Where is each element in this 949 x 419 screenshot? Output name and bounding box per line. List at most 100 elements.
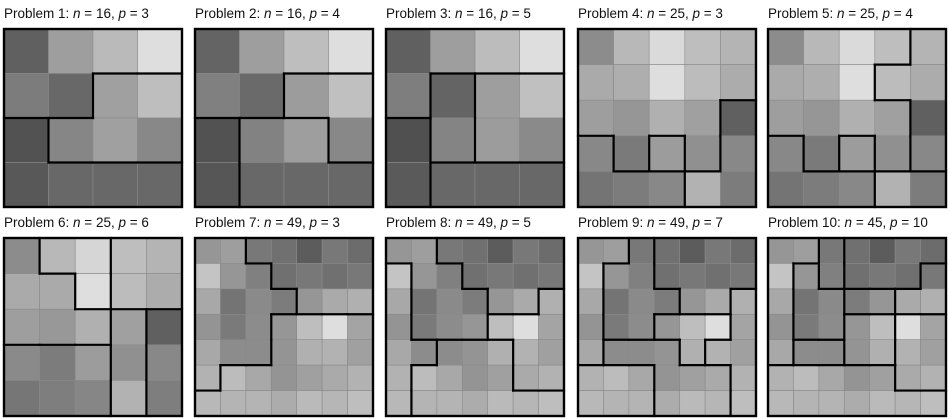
grid-cell — [613, 28, 650, 65]
n-symbol: n — [264, 6, 272, 21]
grid-cell — [436, 237, 463, 264]
grid-cell — [793, 237, 820, 264]
grid-cell — [487, 288, 514, 315]
grid-cell — [283, 73, 329, 119]
grid-cell — [653, 339, 681, 366]
grid-cell — [321, 339, 348, 366]
grid-cell — [430, 28, 476, 74]
grid-cell — [920, 313, 947, 341]
n-value: 49 — [669, 215, 685, 230]
grid-cell — [74, 344, 112, 381]
grid-cell — [538, 313, 565, 341]
grid-cell — [720, 64, 757, 101]
title-label: Problem 10: — [768, 215, 845, 230]
grid-cell — [239, 162, 285, 208]
panel-title: Problem 4: n = 25, p = 3 — [578, 6, 723, 21]
grid-cell — [245, 390, 272, 417]
panel-title: Problem 1: n = 16, p = 3 — [4, 6, 149, 21]
grid-cell — [194, 313, 221, 341]
grid-cell — [328, 73, 374, 119]
grid-cell — [220, 364, 247, 391]
grid-border — [2, 236, 184, 418]
n-value: 16 — [477, 6, 493, 21]
grid-cell — [538, 237, 565, 264]
grid-cell — [704, 263, 731, 290]
grid-cell — [910, 28, 947, 65]
grid-cell — [838, 171, 876, 208]
grid-cell — [920, 390, 947, 417]
grid-cell — [194, 364, 221, 391]
p-value: 5 — [523, 6, 531, 21]
grid-cell — [577, 171, 614, 208]
grid-cell — [803, 171, 840, 208]
p-value: 7 — [715, 215, 723, 230]
grid-cell — [869, 263, 896, 290]
grid-cell — [220, 390, 247, 417]
grid-cell — [538, 390, 565, 417]
grid-cell — [146, 380, 183, 417]
grid-cell — [653, 237, 681, 264]
grid-cell — [270, 313, 298, 341]
grid-cell — [296, 288, 323, 315]
grid-cell — [818, 237, 845, 264]
grid-cell — [684, 64, 721, 101]
grid-cell — [474, 28, 520, 74]
grid-cell — [270, 339, 298, 366]
grid-cell — [720, 135, 757, 172]
grid-cell — [843, 390, 871, 417]
grid-cell — [910, 135, 947, 172]
n-value: 45 — [867, 215, 883, 230]
grid-cell — [767, 135, 804, 172]
grid-cell — [684, 171, 721, 208]
grid-cell — [3, 273, 40, 310]
p-symbol: p — [692, 215, 700, 230]
grid-cell — [803, 28, 840, 65]
grid-cell — [653, 390, 681, 417]
grid-cell — [270, 390, 298, 417]
grid-cell — [793, 390, 820, 417]
grid-cell — [436, 288, 463, 315]
grid-cell — [39, 308, 76, 346]
grid-cell — [430, 117, 476, 163]
grid-cell — [245, 313, 272, 341]
partition-grid — [384, 236, 566, 418]
grid-cell — [538, 263, 565, 290]
grid-cell — [838, 28, 876, 65]
grid-cell — [767, 288, 794, 315]
panel-title: Problem 3: n = 16, p = 5 — [386, 6, 531, 21]
title-label: Problem 5: — [768, 6, 838, 21]
grid-cell — [385, 390, 412, 417]
grid-cell — [220, 339, 247, 366]
grid-cell — [296, 263, 323, 290]
grid-cell — [321, 288, 348, 315]
panel-title: Problem 9: n = 49, p = 7 — [578, 215, 723, 230]
grid-cell — [321, 364, 348, 391]
grid-cell — [519, 117, 565, 163]
grid-cell — [894, 313, 921, 341]
grid-cell — [577, 99, 614, 137]
grid-cell — [628, 313, 655, 341]
grid-cell — [137, 162, 183, 208]
grid-cell — [648, 64, 686, 101]
grid-cell — [653, 313, 681, 341]
p-symbol: p — [882, 6, 890, 21]
grid-cell — [869, 364, 896, 391]
grid-cell — [3, 117, 49, 163]
grid-cell — [519, 73, 565, 119]
grid-cell — [385, 313, 412, 341]
grid-cell — [411, 237, 438, 264]
grid-cell — [920, 263, 947, 290]
grid-cell — [679, 263, 706, 290]
grid-cell — [730, 339, 757, 366]
grid-cell — [220, 288, 247, 315]
grid-cell — [869, 339, 896, 366]
grid-cell — [874, 135, 911, 172]
grid-cell — [684, 135, 721, 172]
grid-cell — [603, 237, 630, 264]
grid-cell — [767, 64, 804, 101]
partition-grid — [766, 236, 948, 418]
grid-cell — [648, 135, 686, 172]
partition-grid — [576, 27, 758, 209]
grid-cell — [220, 237, 247, 264]
grid-cell — [730, 237, 757, 264]
